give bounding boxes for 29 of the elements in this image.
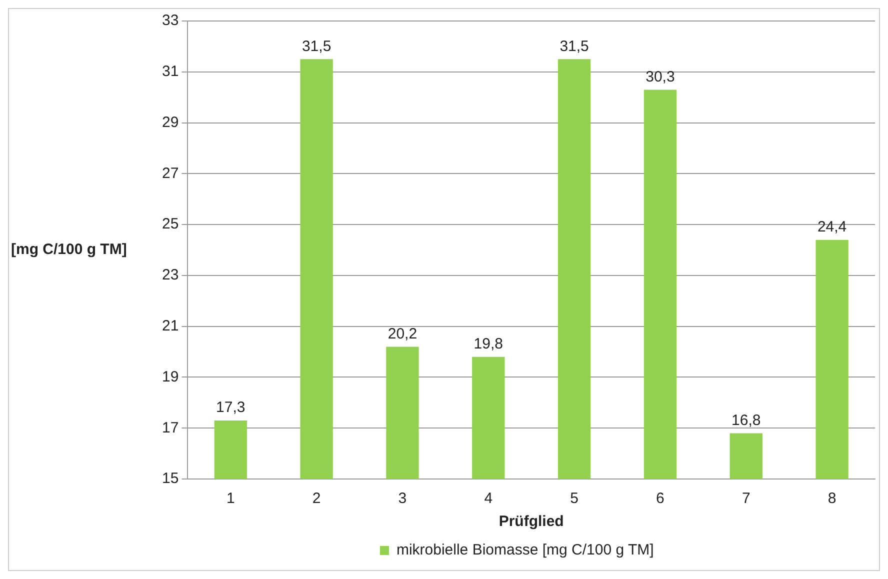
data-label: 30,3 (646, 68, 675, 86)
x-tick-label: 8 (828, 490, 836, 508)
y-tick-label: 19 (162, 368, 179, 386)
legend-label: mikrobielle Biomasse [mg C/100 g TM] (396, 542, 654, 559)
x-tick-label: 5 (570, 490, 578, 508)
x-axis-title: Prüfglied (498, 513, 564, 530)
x-tick-label: 2 (312, 490, 321, 508)
x-tick-label: 1 (226, 490, 235, 508)
y-axis-title: [mg C/100 g TM] (11, 241, 127, 258)
y-tick-label: 33 (162, 12, 179, 30)
x-tick-label: 6 (656, 490, 664, 508)
data-label: 17,3 (216, 399, 246, 416)
y-tick-label: 15 (162, 470, 179, 488)
x-tick-label: 3 (398, 490, 407, 508)
y-tick-label: 29 (162, 114, 179, 131)
data-label: 31,5 (560, 38, 589, 55)
y-tick-label: 17 (162, 419, 179, 436)
x-tick-label: 7 (742, 490, 750, 508)
x-tick-label: 4 (484, 490, 493, 508)
data-label: 16,8 (732, 412, 761, 429)
data-label: 20,2 (388, 325, 418, 342)
y-tick-label: 25 (162, 216, 179, 233)
data-label: 19,8 (474, 336, 503, 353)
data-label: 31,5 (302, 38, 332, 55)
y-tick-label: 23 (162, 266, 179, 284)
data-label: 24,4 (817, 218, 847, 236)
y-tick-label: 21 (162, 317, 179, 334)
y-tick-label: 27 (162, 164, 179, 182)
y-tick-label: 31 (162, 63, 179, 80)
